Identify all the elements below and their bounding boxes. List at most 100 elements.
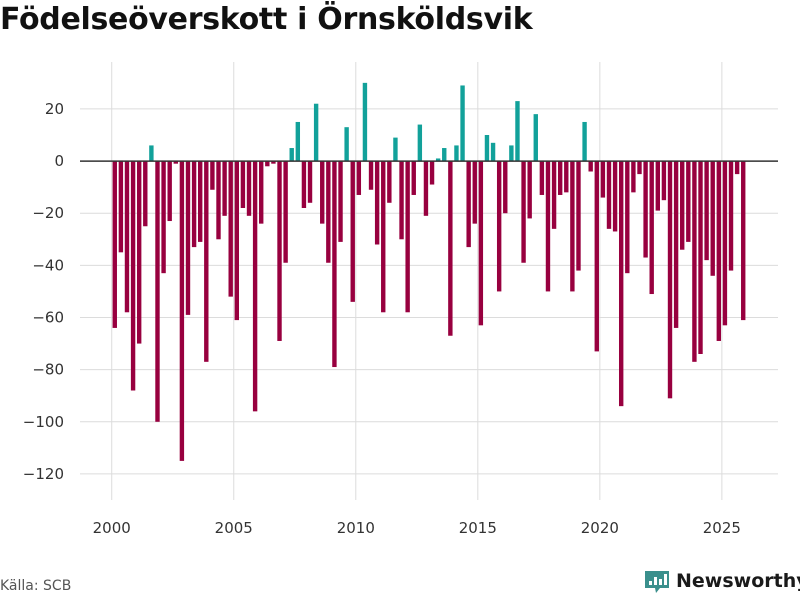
- bar: [393, 137, 398, 162]
- bar: [130, 161, 136, 391]
- y-tick-label: −100: [23, 413, 64, 431]
- bar: [313, 103, 319, 162]
- x-tick-label: 2000: [93, 519, 131, 537]
- bar: [240, 161, 246, 208]
- bar: [246, 161, 252, 216]
- bar: [191, 161, 197, 248]
- bar: [216, 161, 221, 240]
- brand-name: Newsworthy: [676, 570, 800, 592]
- newsworthy-logo[interactable]: Newsworthy: [644, 568, 800, 594]
- chart-title: Födelseöverskott i Örnsköldsvik: [0, 2, 533, 37]
- bar: [136, 161, 142, 344]
- bar: [265, 161, 270, 167]
- bar: [234, 161, 240, 321]
- bar: [606, 161, 612, 229]
- bar: [326, 161, 331, 263]
- bar: [124, 161, 130, 313]
- bar: [496, 161, 502, 292]
- bar: [204, 161, 209, 362]
- bar: [661, 161, 667, 201]
- bar: [680, 161, 685, 250]
- bar: [692, 161, 697, 362]
- bar: [295, 121, 301, 162]
- newsworthy-icon: [645, 571, 669, 593]
- y-tick-label: −60: [32, 309, 64, 327]
- x-tick-label: 2020: [581, 519, 619, 537]
- gridlines: [80, 62, 778, 500]
- bar: [698, 161, 703, 354]
- bar: [222, 161, 227, 216]
- bar: [600, 161, 606, 198]
- bar: [435, 158, 441, 162]
- bar: [551, 161, 557, 229]
- bar: [734, 161, 740, 175]
- bar: [283, 161, 288, 263]
- bar: [741, 161, 746, 321]
- bar: [710, 161, 715, 276]
- bar: [618, 161, 624, 407]
- bar: [332, 161, 337, 368]
- bar: [252, 161, 258, 412]
- bar: [381, 161, 386, 313]
- y-tick-label: −80: [32, 361, 64, 379]
- bar: [539, 161, 545, 195]
- bar: [728, 161, 734, 271]
- source-note: Källa: SCB: [0, 578, 72, 594]
- bar: [118, 161, 124, 253]
- bar: [466, 161, 471, 248]
- bar: [594, 161, 599, 352]
- bar: [484, 135, 490, 162]
- x-tick-label: 2025: [703, 519, 741, 537]
- x-tick-label: 2010: [337, 519, 375, 537]
- bar: [271, 161, 276, 164]
- bar: [521, 161, 526, 263]
- y-tick-label: −20: [32, 204, 64, 222]
- bar: [545, 161, 551, 292]
- bar: [143, 161, 148, 227]
- y-tick-label: −40: [32, 256, 64, 274]
- bars: [112, 82, 746, 461]
- bar: [167, 161, 172, 222]
- bar: [161, 161, 166, 274]
- bar: [509, 145, 514, 162]
- y-tick-label: 0: [54, 152, 64, 170]
- bar: [667, 161, 673, 399]
- bar: [417, 124, 423, 162]
- bar: [448, 161, 453, 336]
- bar: [472, 161, 477, 224]
- bar: [704, 161, 709, 261]
- bar: [399, 161, 404, 240]
- bar: [405, 161, 410, 313]
- bar: [387, 161, 392, 203]
- bar: [356, 161, 362, 195]
- bar: [637, 161, 642, 175]
- bar: [631, 161, 636, 193]
- bar: [149, 145, 154, 162]
- bar: [576, 161, 581, 271]
- bar: [198, 161, 203, 242]
- bar: [655, 161, 660, 211]
- bar: [527, 161, 532, 219]
- bar: [686, 161, 691, 242]
- bar: [442, 148, 447, 162]
- bar: [350, 161, 355, 302]
- bar: [612, 161, 618, 232]
- bar: [588, 161, 593, 172]
- bar: [289, 148, 294, 162]
- bar: [185, 161, 191, 315]
- bar: [301, 161, 307, 208]
- bar: [557, 161, 563, 195]
- bar: [277, 161, 282, 341]
- bar: [307, 161, 313, 203]
- bar: [570, 161, 575, 292]
- bar: [374, 161, 380, 245]
- bar: [179, 161, 185, 461]
- bar: [338, 161, 343, 242]
- bar: [429, 161, 435, 185]
- bar: [625, 161, 630, 274]
- bar: [423, 161, 429, 216]
- bar: [490, 142, 496, 162]
- bar: [643, 161, 648, 258]
- bar: [228, 161, 233, 297]
